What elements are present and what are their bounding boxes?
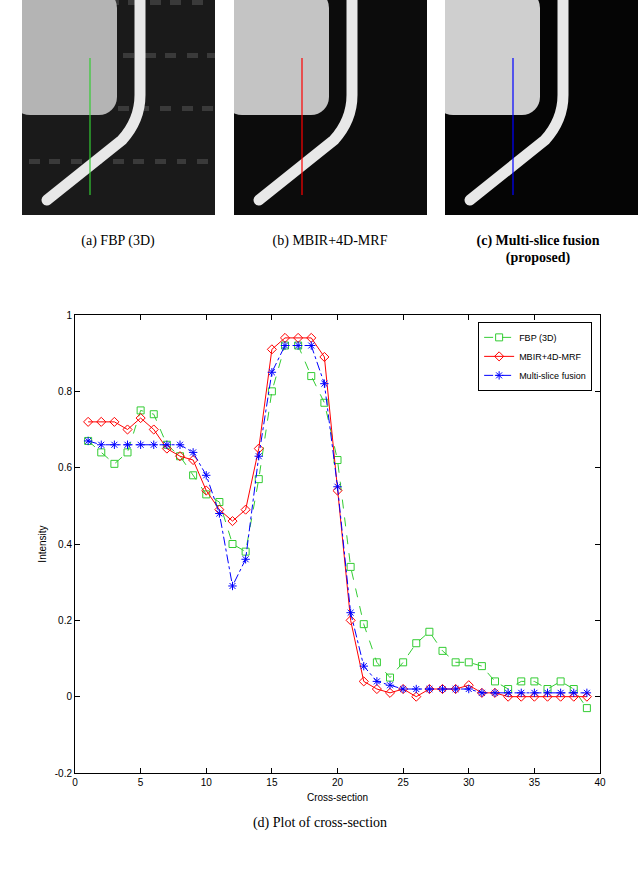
- html-text:(c) Multi-slice fusion (propos: (c) Multi-slice fusion (proposed): [476, 233, 600, 265]
- svg-text:0: 0: [66, 691, 72, 702]
- html-text:(d) Plot of cross-section: (d) Plot of cross-section: [252, 815, 388, 830]
- svg-text:MBIR+4D-MRF: MBIR+4D-MRF: [519, 352, 581, 362]
- html-text:(a) FBP (3D): (a) FBP (3D): [81, 233, 155, 248]
- svg-text:Cross-section: Cross-section: [307, 792, 368, 803]
- svg-text:30: 30: [463, 777, 475, 788]
- svg-text:5: 5: [138, 777, 144, 788]
- svg-text:-0.2: -0.2: [55, 768, 73, 779]
- svg-text:40: 40: [594, 777, 606, 788]
- svg-text:0.2: 0.2: [58, 615, 72, 626]
- svg-text:Intensity: Intensity: [37, 525, 48, 562]
- svg-text:0.4: 0.4: [58, 539, 72, 550]
- svg-text:1: 1: [66, 310, 72, 321]
- svg-text:Multi-slice fusion: Multi-slice fusion: [519, 371, 586, 381]
- html-text:(b) MBIR+4D-MRF: (b) MBIR+4D-MRF: [272, 233, 388, 248]
- svg-text:15: 15: [266, 777, 278, 788]
- svg-text:20: 20: [332, 777, 344, 788]
- svg-text:35: 35: [529, 777, 541, 788]
- svg-text:25: 25: [398, 777, 410, 788]
- svg-text:0: 0: [72, 777, 78, 788]
- svg-text:FBP (3D): FBP (3D): [519, 333, 556, 343]
- svg-text:0.8: 0.8: [58, 386, 72, 397]
- svg-text:0.6: 0.6: [58, 462, 72, 473]
- svg-text:10: 10: [201, 777, 213, 788]
